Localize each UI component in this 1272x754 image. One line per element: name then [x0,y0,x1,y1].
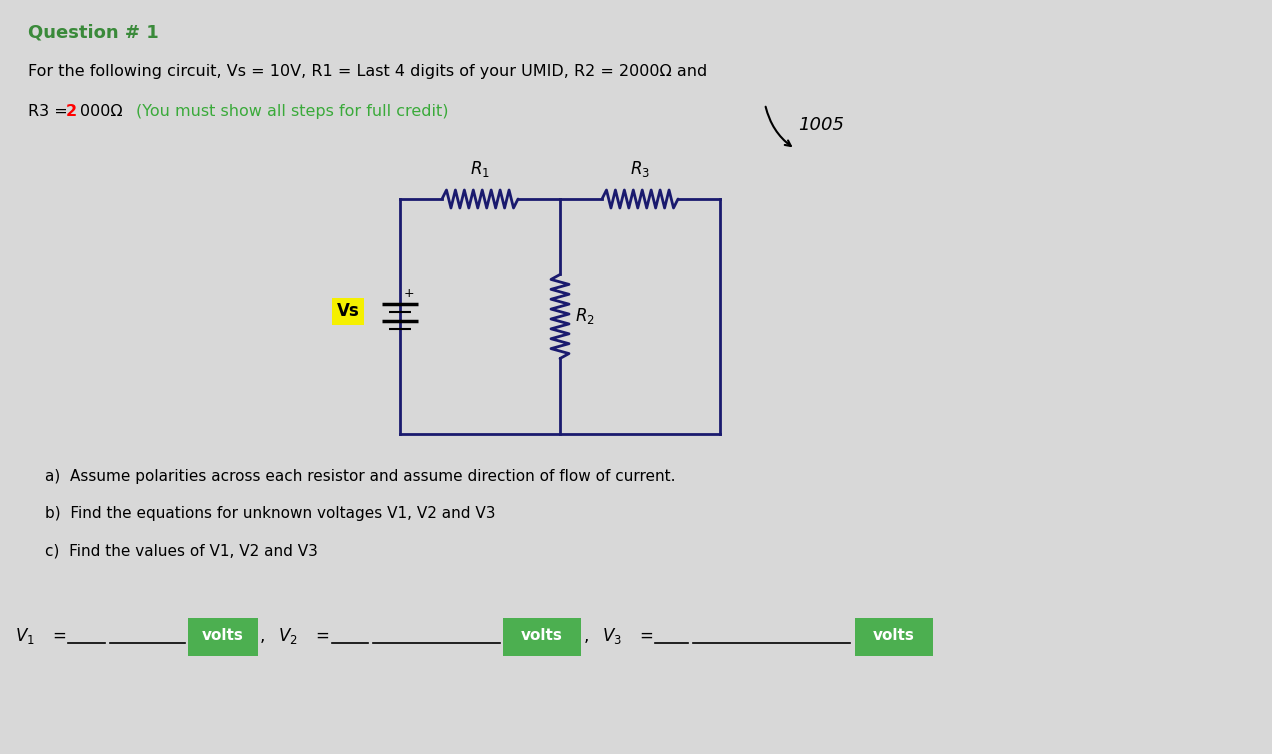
Text: $R_1$: $R_1$ [471,159,490,179]
FancyBboxPatch shape [502,618,581,656]
Text: =: = [52,627,66,645]
Text: R3 =: R3 = [28,104,67,119]
Text: a)  Assume polarities across each resistor and assume direction of flow of curre: a) Assume polarities across each resisto… [45,469,675,484]
Text: volts: volts [202,629,244,643]
Text: Vs: Vs [337,302,360,320]
Text: =: = [639,627,653,645]
Text: 2: 2 [66,104,78,119]
Text: +: + [404,287,415,300]
Text: $R_3$: $R_3$ [630,159,650,179]
Text: For the following circuit, Vs = 10V, R1 = Last 4 digits of your UMID, R2 = 2000Ω: For the following circuit, Vs = 10V, R1 … [28,64,707,79]
Text: $V_2$: $V_2$ [279,626,298,646]
Text: b)  Find the equations for unknown voltages V1, V2 and V3: b) Find the equations for unknown voltag… [45,506,496,521]
Text: volts: volts [873,629,915,643]
Text: 000Ω: 000Ω [80,104,122,119]
Text: Question # 1: Question # 1 [28,24,159,42]
Text: $R_2$: $R_2$ [575,306,595,326]
Text: volts: volts [522,629,563,643]
Text: 1005: 1005 [798,116,845,134]
Text: ,: , [584,627,589,645]
Text: $V_3$: $V_3$ [602,626,622,646]
FancyBboxPatch shape [855,618,932,656]
Text: (You must show all steps for full credit): (You must show all steps for full credit… [136,104,449,119]
Text: c)  Find the values of V1, V2 and V3: c) Find the values of V1, V2 and V3 [45,543,318,558]
Text: $V_1$: $V_1$ [15,626,34,646]
FancyBboxPatch shape [188,618,258,656]
Text: ,: , [259,627,266,645]
Text: =: = [315,627,329,645]
